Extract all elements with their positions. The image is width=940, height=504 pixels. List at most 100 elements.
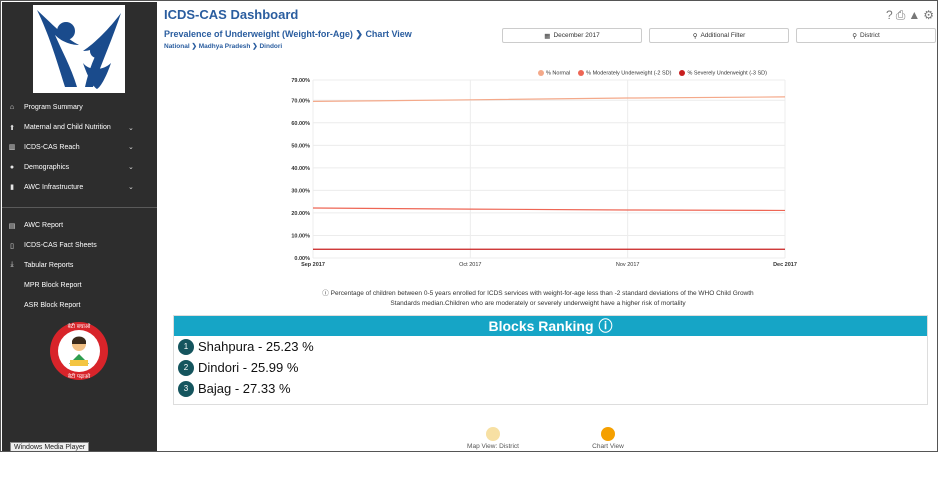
rank-badge: 2	[178, 359, 194, 376]
legend-dot	[538, 70, 544, 76]
ranking-row: 1 Shahpura - 25.23 %	[174, 336, 927, 357]
indicator-name[interactable]: Prevalence of Underweight (Weight-for-Ag…	[164, 29, 353, 39]
map-view-label: Map View: District	[467, 443, 519, 450]
legend-item-normal[interactable]: % Normal	[538, 70, 570, 76]
print-icon[interactable]: ⎙	[895, 8, 906, 22]
line-chart: 0.00% 10.00% 20.00% 30.00% 40.00% 50.00% 60.00…	[158, 60, 937, 275]
sidebar-divider	[2, 206, 157, 208]
chevron-down-icon: ⌄	[128, 164, 134, 172]
sidebar-item-mpr-block-report[interactable]: MPR Block Report	[2, 275, 157, 295]
chevron-right-icon: ❯	[355, 29, 363, 39]
series-line	[312, 96, 786, 103]
view-name: Chart View	[365, 29, 412, 39]
users-icon: ●	[9, 163, 15, 171]
ranking-text: Shahpura - 25.23 %	[198, 339, 314, 354]
sidebar-item-label: ICDS-CAS Reach	[24, 143, 80, 151]
home-icon: ⌂	[9, 104, 15, 112]
help-icon[interactable]: ?	[886, 8, 893, 22]
info-icon[interactable]: ⓘ	[598, 318, 613, 334]
sidebar-item-awc-report[interactable]: ▤ AWC Report	[2, 216, 157, 236]
legend-label: % Normal	[546, 70, 571, 77]
legend-dot	[679, 70, 686, 76]
report-icon: ▤	[8, 222, 16, 230]
indicator-title: Prevalence of Underweight (Weight-for-Ag…	[164, 29, 412, 40]
page-title: ICDS-CAS Dashboard	[164, 7, 299, 22]
sidebar-item-program-summary[interactable]: ⌂ Program Summary	[2, 98, 157, 118]
sidebar-item-label: Demographics	[24, 163, 70, 171]
breadcrumb: National ❯ Madhya Pradesh ❯ Dindori	[164, 42, 282, 50]
x-tick-label: Sep 2017	[301, 262, 325, 268]
indicator-note: ⓘ Percentage of children between 0-5 yea…	[318, 289, 758, 309]
windows-media-player-tooltip[interactable]: Windows Media Player	[10, 442, 90, 451]
legend-item-moderate[interactable]: % Moderately Underweight (-2 SD)	[578, 70, 671, 76]
sidebar-nav: ⌂ Program Summary ⬆ Maternal and Child N…	[2, 98, 157, 315]
ranking-text: Bajag - 27.33 %	[198, 381, 291, 396]
brand-text-top: बेटी बचाओ	[68, 323, 91, 330]
ranking-row: 3 Bajag - 27.33 %	[174, 378, 927, 399]
person-icon: ⬆	[9, 124, 15, 132]
breadcrumb-item[interactable]: Madhya Pradesh	[198, 43, 251, 50]
sidebar-item-label: ASR Block Report	[24, 301, 81, 309]
chevron-right-icon: ❯	[252, 43, 258, 50]
y-tick-label: 79.00%	[291, 78, 310, 84]
document-icon: ▯	[10, 242, 14, 250]
sidebar-item-asr-block-report[interactable]: ASR Block Report	[2, 295, 157, 315]
blocks-ranking-panel: Blocks Ranking ⓘ 1 Shahpura - 25.23 % 2 …	[173, 315, 928, 405]
breadcrumb-item[interactable]: National	[164, 43, 190, 50]
icds-logo	[33, 5, 125, 93]
breadcrumb-item[interactable]: Dindori	[259, 43, 283, 50]
date-filter-button[interactable]: ▦ December 2017	[502, 28, 642, 43]
legend-item-severe[interactable]: % Severely Underweight (-3 SD)	[679, 70, 767, 77]
chart-legend: % Normal % Moderately Underweight (-2 SD…	[538, 70, 767, 76]
chart-view-label: Chart View	[592, 443, 624, 450]
chart-view-toggle[interactable]: Chart View	[573, 427, 643, 450]
legend-label: % Severely Underweight (-3 SD)	[687, 70, 767, 77]
legend-dot	[578, 70, 585, 76]
sidebar-item-awc-infrastructure[interactable]: ▮ AWC Infrastructure ⌄	[2, 177, 157, 197]
y-tick-label: 70.00%	[291, 98, 310, 104]
y-tick-label: 0.00%	[294, 256, 310, 262]
header-actions: ? ⎙ ▲ ⚙	[886, 8, 934, 23]
blocks-ranking-header: Blocks Ranking ⓘ	[174, 316, 927, 336]
rank-badge: 3	[178, 380, 194, 397]
sidebar-item-label: AWC Infrastructure	[24, 183, 84, 191]
blocks-ranking-title: Blocks Ranking	[488, 318, 594, 334]
sidebar-item-label: ICDS-CAS Fact Sheets	[24, 242, 97, 250]
x-tick-label: Dec 2017	[773, 262, 797, 268]
chevron-right-icon: ❯	[191, 43, 197, 50]
location-filter-button[interactable]: ⚲ District	[796, 28, 936, 43]
chevron-down-icon: ⌄	[128, 124, 134, 132]
additional-filter-label: Additional Filter	[700, 32, 746, 39]
x-tick-label: Oct 2017	[459, 262, 481, 268]
alert-icon[interactable]: ▲	[908, 8, 921, 22]
series-line	[312, 207, 786, 212]
ranking-row: 2 Dindori - 25.99 %	[174, 357, 927, 378]
main-content: ICDS-CAS Dashboard ? ⎙ ▲ ⚙ Prevalence of…	[158, 2, 937, 451]
additional-filter-button[interactable]: ⚲ Additional Filter	[649, 28, 789, 43]
y-tick-label: 60.00%	[291, 121, 310, 127]
brand-text-bottom: बेटी पढ़ाओ	[68, 373, 91, 380]
date-filter-label: December 2017	[553, 32, 600, 39]
rank-badge: 1	[178, 338, 194, 355]
y-tick-label: 10.00%	[291, 233, 310, 239]
chevron-down-icon: ⌄	[128, 144, 134, 152]
info-icon: ⓘ	[322, 290, 329, 297]
sidebar-item-label: Maternal and Child Nutrition	[24, 124, 111, 132]
sidebar-item-maternal-child-nutrition[interactable]: ⬆ Maternal and Child Nutrition ⌄	[2, 118, 157, 138]
indicator-note-text: Percentage of children between 0-5 years…	[330, 290, 754, 307]
map-view-toggle[interactable]: Map View: District	[458, 427, 528, 450]
settings-icon[interactable]: ⚙	[923, 8, 934, 22]
beti-bachao-logo: बेटी बचाओ बेटी पढ़ाओ	[48, 320, 110, 387]
sidebar-item-tabular-reports[interactable]: ⤓ Tabular Reports	[2, 256, 157, 276]
sidebar-item-label: AWC Report	[24, 222, 64, 230]
chart-view-dot	[601, 427, 615, 441]
sidebar-item-icds-cas-reach[interactable]: ▥ ICDS-CAS Reach ⌄	[2, 138, 157, 158]
sidebar-item-fact-sheets[interactable]: ▯ ICDS-CAS Fact Sheets	[2, 236, 157, 256]
chevron-down-icon: ⌄	[128, 184, 134, 192]
building-icon: ▮	[10, 184, 14, 192]
sidebar-item-label: Tabular Reports	[24, 261, 74, 269]
y-tick-label: 20.00%	[291, 211, 310, 217]
bar-chart-icon: ▥	[8, 144, 16, 152]
map-view-dot	[486, 427, 500, 441]
sidebar-item-demographics[interactable]: ● Demographics ⌄	[2, 157, 157, 177]
